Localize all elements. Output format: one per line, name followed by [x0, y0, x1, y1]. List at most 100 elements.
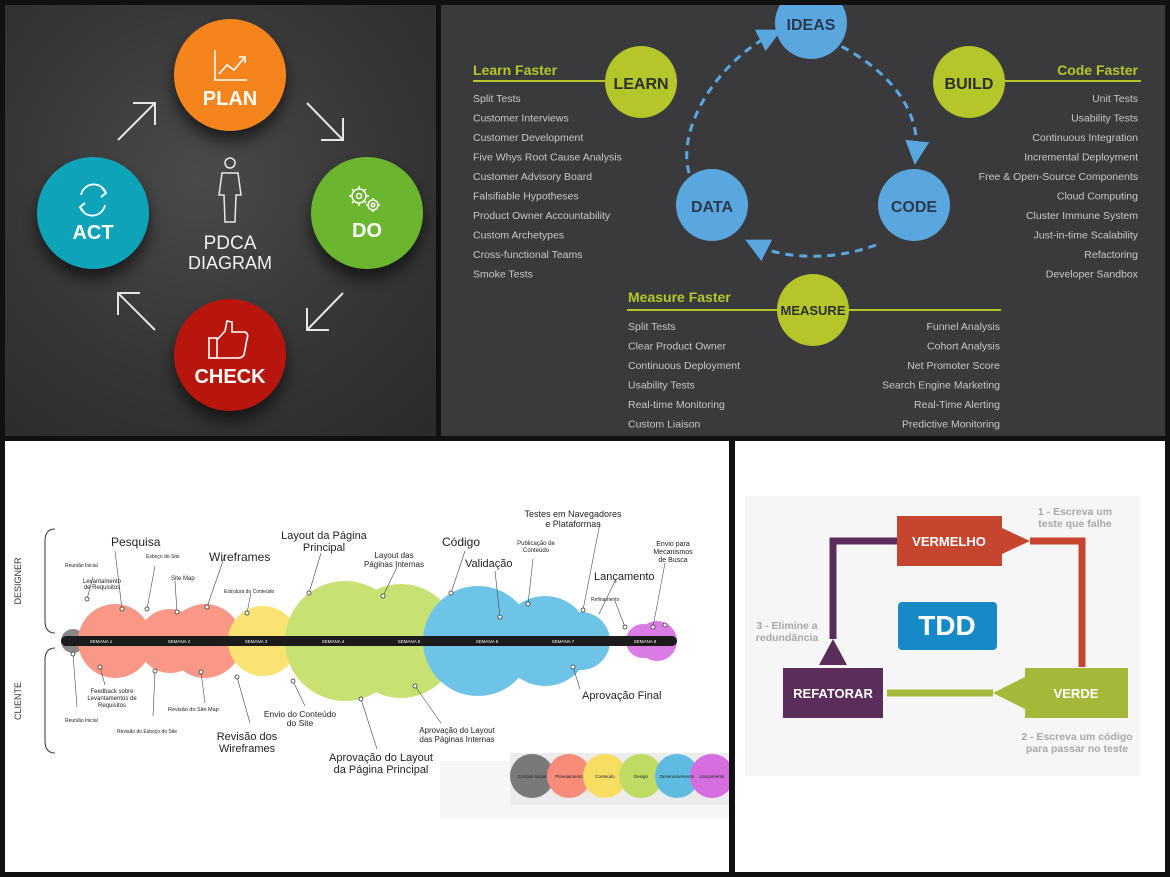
- legend-label: Conteúdo: [595, 774, 615, 779]
- label-publicacao-2: Conteúdo: [523, 548, 550, 554]
- legend-swatch-desenvolvimento: [655, 754, 699, 798]
- measure-faster-heading: Measure Faster: [628, 289, 731, 305]
- list-item: Refactoring: [1084, 249, 1138, 261]
- week-label: SEMANA 1: [90, 639, 113, 644]
- label-aprovacao-principal-1: Aprovação do Layout: [329, 752, 433, 764]
- list-item: Smoke Tests: [473, 269, 533, 281]
- designer-label: DESIGNER: [13, 557, 23, 605]
- list-item: Usability Tests: [628, 380, 695, 392]
- week-labels: SEMANA 1 SEMANA 2 SEMANA 3 SEMANA 4 SEMA…: [90, 639, 657, 644]
- label-layout-internas-1: Layout das: [374, 551, 413, 560]
- list-item: Product Owner Accountability: [473, 210, 611, 222]
- ideas-node: IDEAS: [775, 5, 847, 59]
- list-item: Clear Product Owner: [628, 341, 727, 353]
- step2-line1: 2 - Escreva um código: [1021, 731, 1132, 743]
- ideas-circle: [775, 5, 847, 59]
- week-label: SEMANA 4: [322, 639, 345, 644]
- label-feedback-1: Feedback sobre: [90, 689, 134, 695]
- label-envio-3: de Busca: [658, 557, 687, 564]
- phase-legend: Contato Inicial Planejamento Conteúdo De…: [440, 753, 729, 819]
- list-item: Customer Development: [473, 132, 583, 144]
- arrow-to-red: [1002, 528, 1030, 554]
- side-brackets: [44, 528, 56, 754]
- label-layout-principal-1: Layout da Página: [281, 530, 368, 542]
- step3-line1: 3 - Elimine a: [756, 620, 817, 632]
- check-label: CHECK: [194, 366, 266, 388]
- list-item: Customer Interviews: [473, 113, 569, 125]
- label-pesquisa: Pesquisa: [111, 535, 161, 549]
- label-wireframes: Wireframes: [209, 550, 270, 564]
- week-label: SEMANA 7: [552, 639, 575, 644]
- label-layout-internas-2: Páginas Internas: [364, 560, 424, 569]
- arrow-to-purple: [819, 639, 847, 665]
- measure-faster-left-list: Split Tests Clear Product Owner Continuo…: [628, 321, 740, 431]
- pdca-svg: PLAN DO CHECK ACT: [37, 19, 423, 411]
- list-item: Free & Open-Source Components: [979, 171, 1138, 183]
- code-circle: [878, 169, 950, 241]
- label-envio-conteudo-1: Envio do Conteúdo: [264, 709, 337, 719]
- list-item: Cluster Immune System: [1026, 210, 1138, 222]
- data-label: DATA: [691, 199, 734, 216]
- legend-swatch-planejamento: [547, 754, 591, 798]
- cliente-label: CLIENTE: [13, 682, 23, 720]
- list-item: Cross-functional Teams: [473, 249, 583, 261]
- list-item: Split Tests: [473, 93, 521, 105]
- label-testes-2: e Plataformas: [545, 519, 601, 529]
- arrow-act-to-plan: [117, 102, 156, 141]
- label-testes-1: Testes em Navegadores: [524, 509, 622, 519]
- learn-faster-heading: Learn Faster: [473, 62, 558, 78]
- arrow-code-to-data: [745, 239, 877, 262]
- tdd-step-captions: 1 - Escreva um teste que falhe 2 - Escre…: [756, 506, 1133, 755]
- label-layout-principal-2: Principal: [303, 542, 345, 554]
- label-feedback-3: Requisitos: [98, 703, 126, 709]
- cycle-arrows: [685, 29, 930, 262]
- label-aprovacao-internas-1: Aprovação do Layout: [419, 726, 495, 735]
- list-item: Search Engine Marketing: [882, 380, 1000, 392]
- check-circle: [174, 299, 286, 411]
- list-item: Developer Sandbox: [1046, 269, 1139, 281]
- list-item: Just-in-time Scalability: [1034, 230, 1139, 242]
- do-label: DO: [352, 220, 382, 242]
- label-levantamento-1: Levantamento: [83, 579, 122, 585]
- learn-node: LEARN: [605, 46, 677, 118]
- milestone-dots: [70, 590, 668, 702]
- pdca-title-line2: DIAGRAM: [188, 253, 272, 273]
- list-item: Customer Advisory Board: [473, 171, 592, 183]
- step3-line2: redundância: [756, 632, 819, 644]
- label-envio-2: Mecanismos: [653, 549, 693, 556]
- label-codigo: Código: [442, 535, 480, 549]
- plan-circle: [174, 19, 286, 131]
- arrow-to-green: [993, 677, 1025, 709]
- cliente-milestone-labels: Feedback sobre Levantamentos de Requisit…: [65, 689, 662, 776]
- code-node: CODE: [878, 169, 950, 241]
- learn-label: LEARN: [613, 76, 668, 93]
- label-refinamento: Refinamento: [591, 597, 620, 603]
- label-estrutura: Estrutura do Conteúdo: [224, 589, 275, 595]
- legend-swatch-contato: [510, 754, 554, 798]
- thumbs-up-icon: [208, 320, 249, 359]
- build-circle: [933, 46, 1005, 118]
- label-feedback-2: Levantamentos de: [87, 696, 137, 702]
- step1-line2: teste que falhe: [1038, 518, 1112, 530]
- arrow-data-to-ideas: [685, 29, 782, 174]
- designer-milestone-labels: Pesquisa Wireframes Layout da Página Pri…: [65, 509, 693, 603]
- refatorar-label: REFATORAR: [793, 686, 873, 701]
- label-aprovacao-principal-2: da Página Principal: [334, 764, 429, 776]
- refresh-icon: [78, 183, 108, 217]
- list-item: Funnel Analysis: [926, 321, 1000, 333]
- verde-rect: [1025, 668, 1128, 718]
- do-node: DO: [311, 157, 423, 269]
- tdd-connectors: [829, 537, 1086, 697]
- list-item: Real-time Monitoring: [628, 399, 725, 411]
- check-node: CHECK: [174, 299, 286, 411]
- label-revisao-wireframes-1: Revisão dos: [217, 731, 278, 743]
- list-item: Custom Archetypes: [473, 230, 564, 242]
- project-timeline-panel: DESIGNER CLIENTE SEMANA 1 SEMANA 2 SEMAN…: [5, 441, 729, 872]
- legend-label: Planejamento: [555, 774, 583, 779]
- cycle-arrows: [117, 102, 344, 331]
- person-icon: [218, 157, 242, 223]
- label-aprovacao-final: Aprovação Final: [582, 690, 662, 702]
- data-node: DATA: [676, 169, 748, 241]
- build-label: BUILD: [945, 76, 994, 93]
- refatorar-rect: [783, 668, 883, 718]
